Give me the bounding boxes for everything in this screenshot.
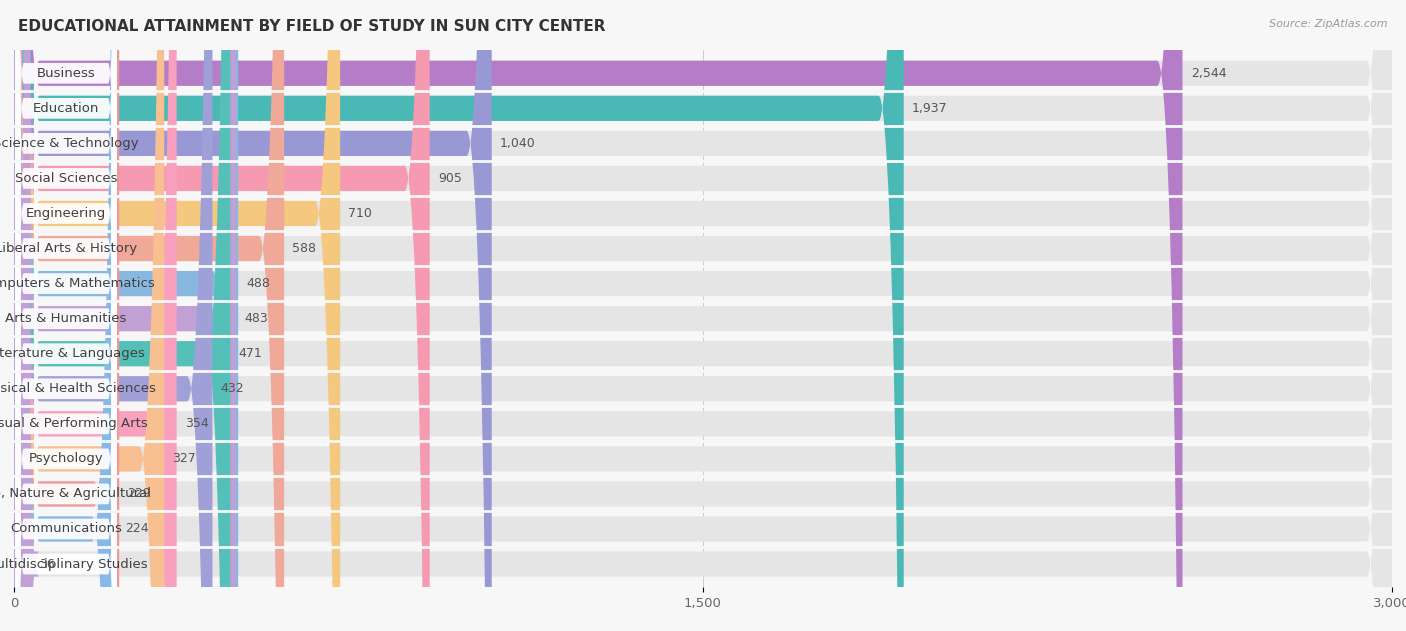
- FancyBboxPatch shape: [15, 0, 117, 631]
- Text: 36: 36: [39, 558, 55, 570]
- Text: 432: 432: [221, 382, 245, 395]
- Text: 327: 327: [173, 452, 197, 466]
- Text: Source: ZipAtlas.com: Source: ZipAtlas.com: [1270, 19, 1388, 29]
- Text: 1,040: 1,040: [501, 137, 536, 150]
- FancyBboxPatch shape: [14, 0, 1392, 631]
- Text: Communications: Communications: [10, 522, 122, 536]
- Text: Computers & Mathematics: Computers & Mathematics: [0, 277, 155, 290]
- FancyBboxPatch shape: [15, 0, 117, 631]
- FancyBboxPatch shape: [14, 0, 1392, 631]
- FancyBboxPatch shape: [14, 0, 1392, 631]
- FancyBboxPatch shape: [14, 0, 238, 631]
- FancyBboxPatch shape: [14, 0, 1392, 631]
- FancyBboxPatch shape: [15, 0, 117, 631]
- FancyBboxPatch shape: [14, 0, 904, 631]
- FancyBboxPatch shape: [14, 0, 117, 631]
- Text: 229: 229: [128, 487, 150, 500]
- FancyBboxPatch shape: [15, 0, 117, 631]
- FancyBboxPatch shape: [14, 0, 492, 631]
- Text: 354: 354: [186, 417, 208, 430]
- Text: Physical & Health Sciences: Physical & Health Sciences: [0, 382, 156, 395]
- FancyBboxPatch shape: [14, 0, 120, 631]
- FancyBboxPatch shape: [14, 0, 165, 631]
- Text: Psychology: Psychology: [28, 452, 103, 466]
- Text: Multidisciplinary Studies: Multidisciplinary Studies: [0, 558, 148, 570]
- Text: Arts & Humanities: Arts & Humanities: [6, 312, 127, 325]
- FancyBboxPatch shape: [14, 0, 1392, 631]
- Text: 2,544: 2,544: [1191, 67, 1226, 80]
- Text: Liberal Arts & History: Liberal Arts & History: [0, 242, 138, 255]
- Text: 224: 224: [125, 522, 149, 536]
- Text: 710: 710: [349, 207, 373, 220]
- FancyBboxPatch shape: [15, 0, 117, 631]
- FancyBboxPatch shape: [14, 0, 1392, 631]
- FancyBboxPatch shape: [6, 0, 39, 631]
- FancyBboxPatch shape: [15, 0, 117, 631]
- Text: Literature & Languages: Literature & Languages: [0, 347, 145, 360]
- FancyBboxPatch shape: [14, 0, 212, 631]
- Text: Science & Technology: Science & Technology: [0, 137, 139, 150]
- FancyBboxPatch shape: [14, 0, 1392, 631]
- Text: 488: 488: [246, 277, 270, 290]
- FancyBboxPatch shape: [15, 0, 117, 631]
- Text: Bio, Nature & Agricultural: Bio, Nature & Agricultural: [0, 487, 152, 500]
- Text: 1,937: 1,937: [912, 102, 948, 115]
- FancyBboxPatch shape: [14, 0, 1392, 631]
- FancyBboxPatch shape: [14, 0, 236, 631]
- FancyBboxPatch shape: [14, 0, 430, 631]
- FancyBboxPatch shape: [15, 0, 117, 631]
- FancyBboxPatch shape: [14, 0, 1392, 631]
- FancyBboxPatch shape: [14, 0, 177, 631]
- FancyBboxPatch shape: [14, 0, 1392, 631]
- FancyBboxPatch shape: [14, 0, 1392, 631]
- FancyBboxPatch shape: [15, 0, 117, 631]
- FancyBboxPatch shape: [14, 0, 231, 631]
- FancyBboxPatch shape: [14, 0, 340, 631]
- Text: 905: 905: [439, 172, 461, 185]
- FancyBboxPatch shape: [15, 0, 117, 631]
- FancyBboxPatch shape: [14, 0, 1182, 631]
- FancyBboxPatch shape: [15, 0, 117, 631]
- Text: Engineering: Engineering: [25, 207, 105, 220]
- FancyBboxPatch shape: [14, 0, 1392, 631]
- FancyBboxPatch shape: [14, 0, 1392, 631]
- FancyBboxPatch shape: [15, 0, 117, 631]
- FancyBboxPatch shape: [15, 0, 117, 631]
- FancyBboxPatch shape: [14, 0, 284, 631]
- Text: Visual & Performing Arts: Visual & Performing Arts: [0, 417, 148, 430]
- FancyBboxPatch shape: [14, 0, 1392, 631]
- Text: 588: 588: [292, 242, 316, 255]
- Text: Education: Education: [32, 102, 100, 115]
- Text: Social Sciences: Social Sciences: [14, 172, 117, 185]
- Text: Business: Business: [37, 67, 96, 80]
- Text: EDUCATIONAL ATTAINMENT BY FIELD OF STUDY IN SUN CITY CENTER: EDUCATIONAL ATTAINMENT BY FIELD OF STUDY…: [18, 19, 606, 34]
- Text: 483: 483: [245, 312, 269, 325]
- FancyBboxPatch shape: [14, 0, 1392, 631]
- FancyBboxPatch shape: [15, 0, 117, 631]
- FancyBboxPatch shape: [15, 0, 117, 631]
- Text: 471: 471: [239, 347, 263, 360]
